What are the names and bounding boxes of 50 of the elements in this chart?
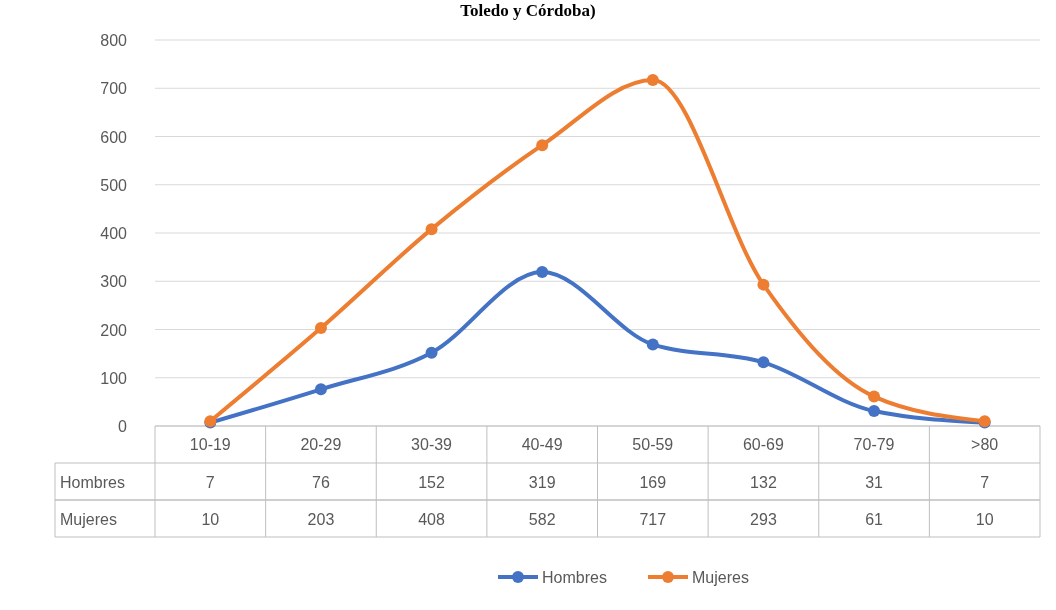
y-tick-label: 300 xyxy=(100,273,128,291)
point xyxy=(646,338,659,351)
point xyxy=(868,390,881,403)
x-tick-label: 60-69 xyxy=(742,436,784,453)
point xyxy=(646,74,659,87)
point xyxy=(536,139,549,152)
legend-label: Mujeres xyxy=(692,569,749,586)
data-label: 76 xyxy=(312,474,330,491)
x-tick-label: 30-39 xyxy=(411,436,453,453)
x-tick-label: 70-79 xyxy=(853,436,895,453)
x-tick-label: 50-59 xyxy=(632,436,674,453)
x-tick-label: 40-49 xyxy=(521,436,563,453)
data-label: 293 xyxy=(750,511,777,528)
y-tick-label: 800 xyxy=(100,32,128,49)
point xyxy=(425,346,438,359)
data-label: 31 xyxy=(865,474,884,491)
x-tick-label: 10-19 xyxy=(189,436,231,453)
y-tick-label: 400 xyxy=(100,225,128,242)
data-label: 582 xyxy=(528,511,556,528)
chart-title: Toledo y Córdoba) xyxy=(460,1,596,20)
data-label: 7 xyxy=(205,474,215,491)
point xyxy=(314,322,327,335)
point xyxy=(314,383,327,396)
y-tick-label: 700 xyxy=(100,80,128,98)
text: Hombres xyxy=(60,474,125,491)
data-label: 203 xyxy=(307,511,335,528)
data-label: 61 xyxy=(865,511,884,528)
legend-label: Hombres xyxy=(542,569,607,586)
data-label: 408 xyxy=(418,511,446,528)
data-label: 717 xyxy=(639,511,667,528)
point xyxy=(757,356,770,369)
x-tick-label: >80 xyxy=(971,436,999,453)
y-tick-label: 200 xyxy=(100,321,128,339)
data-label: 7 xyxy=(980,474,990,491)
data-label: 169 xyxy=(639,474,667,491)
y-tick-label: 0 xyxy=(118,418,128,435)
y-tick-label: 500 xyxy=(100,176,128,194)
data-label: 319 xyxy=(528,474,556,491)
point xyxy=(425,223,438,236)
y-tick-label: 600 xyxy=(100,128,128,146)
data-label: 132 xyxy=(750,474,777,491)
point xyxy=(868,405,881,418)
data-label: 152 xyxy=(418,474,446,491)
data-label: 10 xyxy=(201,511,220,528)
text: Mujeres xyxy=(60,511,117,528)
data-label: 10 xyxy=(975,511,994,528)
x-tick-label: 20-29 xyxy=(300,436,342,453)
point xyxy=(757,278,770,291)
y-tick-label: 100 xyxy=(100,369,128,387)
point xyxy=(536,266,549,279)
